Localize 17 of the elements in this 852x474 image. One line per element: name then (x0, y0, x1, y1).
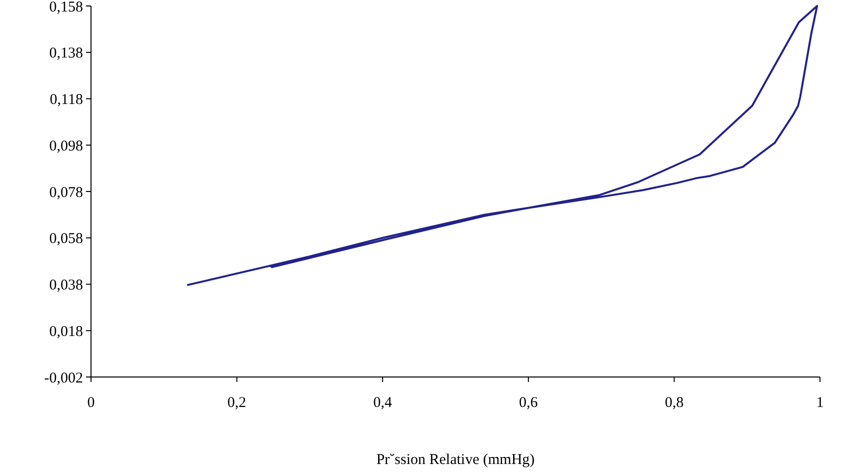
y-tick-label: 0,078 (49, 184, 83, 201)
x-tick-label: 0,2 (227, 395, 246, 411)
x-tick-label: 0,6 (519, 395, 538, 411)
y-tick-label: 0,058 (49, 231, 83, 248)
line-series (186, 5, 818, 286)
x-tick-label: 0,8 (664, 395, 684, 411)
y-tick-label: 0,138 (49, 46, 83, 62)
y-tick-label: 0,098 (49, 138, 83, 154)
y-tick-label: 0,038 (49, 278, 83, 294)
x-tick-label: 0,4 (373, 395, 392, 411)
x-axis-title: Pr˘ssion Relative (mmHg) (376, 452, 535, 468)
y-tick-label: 0,158 (49, 0, 83, 16)
y-tick-label: 0,118 (50, 92, 83, 108)
y-tick-label: 0,018 (49, 324, 83, 340)
x-tick-label: 1 (816, 395, 824, 411)
y-tick-label: -0,002 (44, 370, 83, 386)
x-tick-label: 0 (87, 395, 95, 411)
